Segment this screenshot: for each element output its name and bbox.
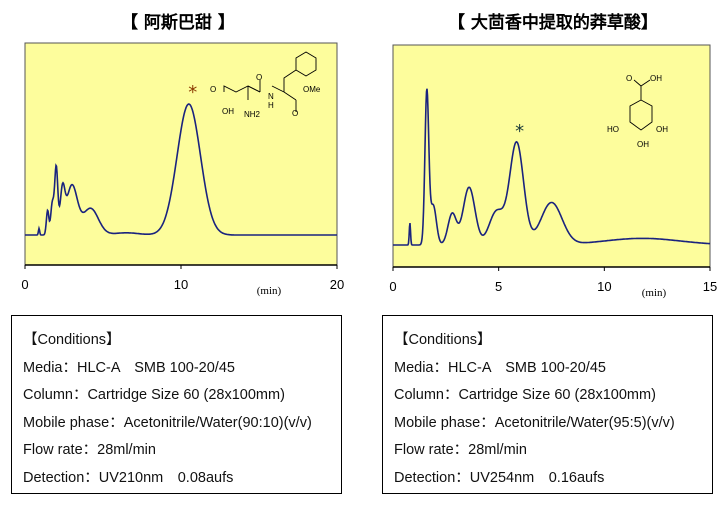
chromatogram-shikimic-acid: 0 5 10 15 (min) * [389,44,717,299]
x-tick-label: 10 [174,277,188,292]
condition-column: Column：Cartridge Size 60 (28x100mm) [23,387,285,403]
conditions-box-aspartame: 【Conditions】 Media：HLC-A SMB 100-20/45 C… [11,315,342,494]
condition-flow-rate: Flow rate：28ml/min [23,442,156,458]
svg-text:H: H [268,101,274,110]
svg-text:O: O [292,109,298,118]
conditions-heading: 【Conditions】 [23,332,121,348]
x-axis-label: (min) [642,287,667,299]
shikimic-acid-structure [629,79,653,131]
condition-column: Column：Cartridge Size 60 (28x100mm) [394,387,656,403]
svg-text:NH2: NH2 [244,110,261,119]
chart-title-shikimic-acid: 【 大茴香中提取的莽草酸】 [448,13,658,33]
svg-text:OH: OH [222,107,234,116]
condition-media: Media：HLC-A SMB 100-20/45 [394,360,606,376]
chart-title-aspartame: 【 阿斯巴甜 】 [121,13,235,33]
conditions-box-shikimic-acid: 【Conditions】 Media：HLC-A SMB 100-20/45 C… [382,315,713,494]
condition-mobile-phase: Mobile phase：Acetonitrile/Water(90:10)(v… [23,415,312,431]
chromatograms: 0 10 20 (min) * 0 5 10 15 (min) * O OH O NH2 N H … [21,42,717,299]
x-tick-label: 15 [703,279,717,294]
x-axis-label: (min) [257,285,282,297]
svg-text:OMe: OMe [303,85,321,94]
chromatogram-trace [393,88,711,246]
x-tick-label: 20 [330,277,344,292]
x-tick-label: 0 [389,279,396,294]
condition-detection: Detection：UV210nm 0.08aufs [23,470,234,486]
svg-text:O: O [256,73,262,82]
svg-text:OH: OH [637,140,649,149]
plot-area [24,42,338,266]
shikimic-atom-labels: O OH HO OH OH [607,74,668,149]
x-tick-label: 5 [495,279,502,294]
condition-detection: Detection：UV254nm 0.16aufs [394,470,605,486]
x-tick-label: 0 [21,277,28,292]
svg-text:O: O [210,85,216,94]
peak-annotation-asterisk: * [188,82,197,103]
peak-annotation-asterisk: * [515,121,524,142]
chromatogram-aspartame: 0 10 20 (min) * [21,42,344,297]
conditions-heading: 【Conditions】 [394,332,492,348]
condition-media: Media：HLC-A SMB 100-20/45 [23,360,235,376]
aspartame-atom-labels: O OH O NH2 N H OMe O [210,73,321,119]
svg-text:HO: HO [607,125,619,134]
condition-flow-rate: Flow rate：28ml/min [394,442,527,458]
plot-area [392,44,711,268]
condition-mobile-phase: Mobile phase：Acetonitrile/Water(95:5)(v/… [394,415,675,431]
x-tick-label: 10 [597,279,611,294]
svg-text:OH: OH [650,74,662,83]
svg-text:N: N [268,92,274,101]
aspartame-structure [223,51,317,112]
chromatogram-trace [25,103,337,236]
svg-text:O: O [626,74,632,83]
svg-text:OH: OH [656,125,668,134]
